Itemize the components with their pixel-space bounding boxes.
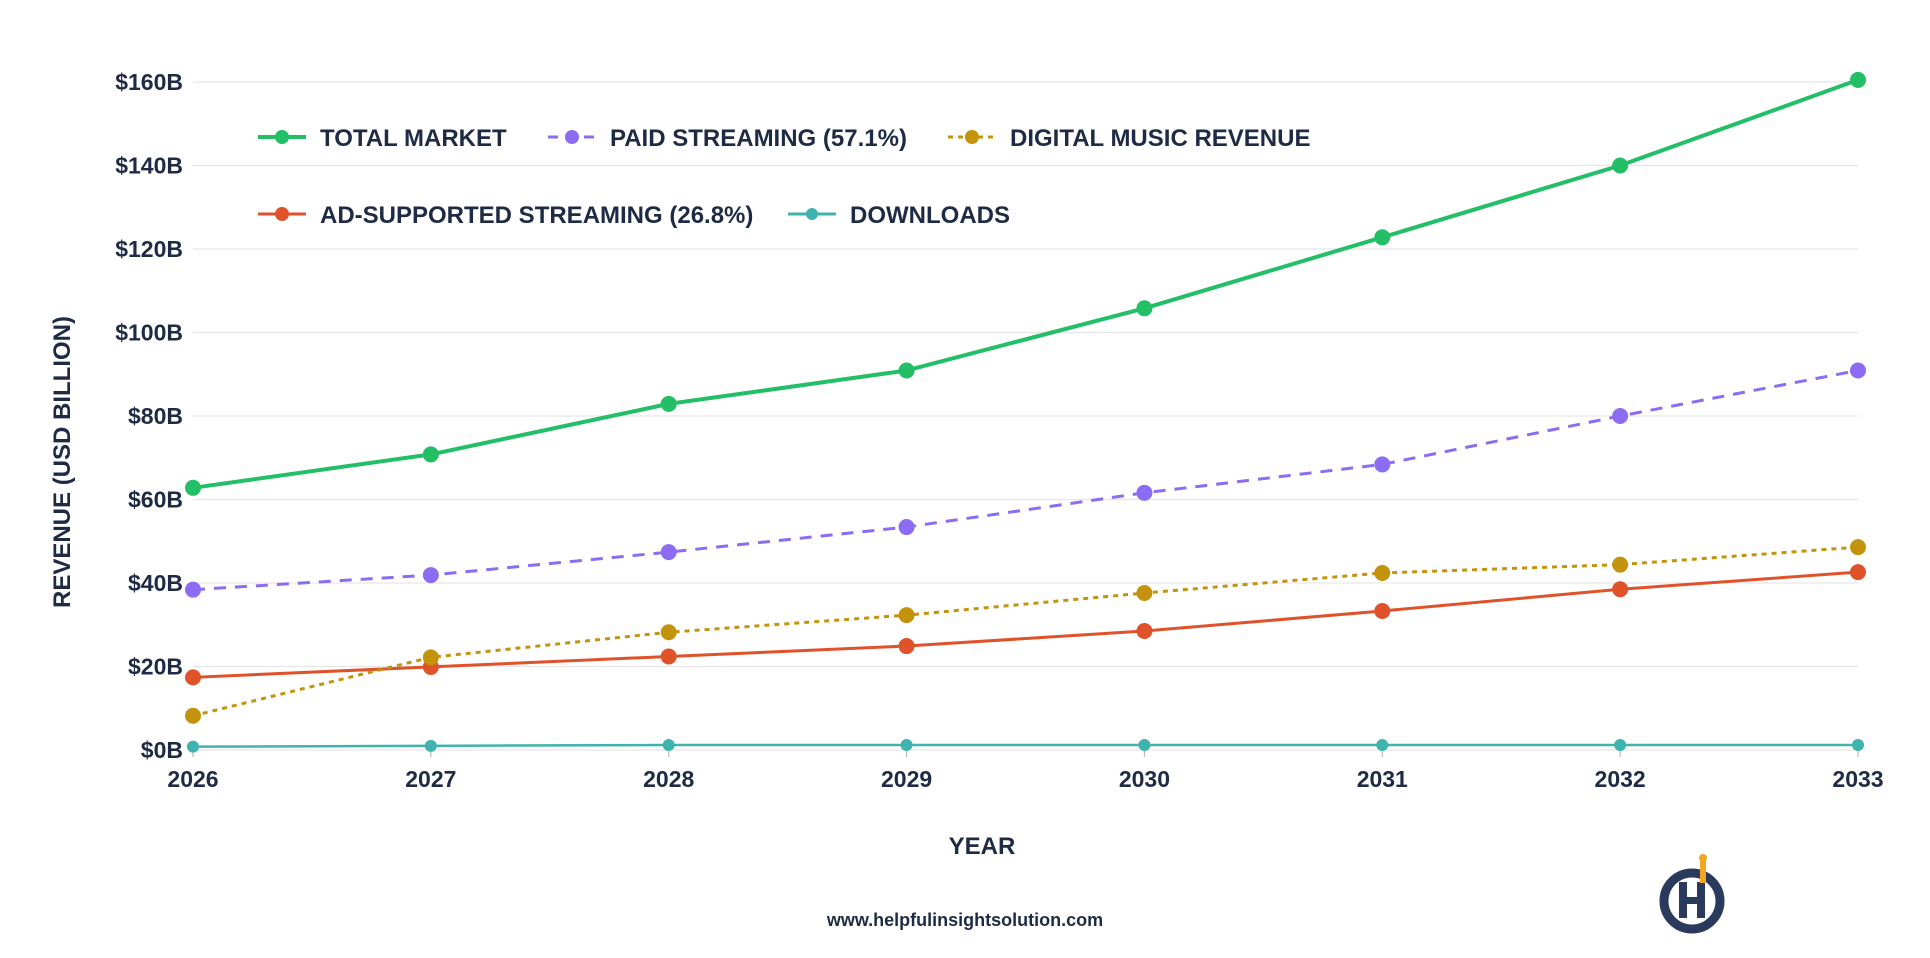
data-point-ad — [660, 648, 677, 665]
data-point-paid — [1136, 484, 1153, 501]
series-lines — [185, 71, 1866, 753]
y-tick-label: $0B — [141, 737, 183, 763]
logo-ring — [1659, 868, 1725, 934]
y-tick-label: $100B — [115, 320, 183, 346]
data-point-downloads — [1852, 738, 1864, 751]
series-digital — [185, 539, 1866, 724]
y-tick-label: $160B — [115, 69, 183, 95]
series-line-downloads — [192, 743, 1858, 748]
data-point-digital — [1136, 585, 1153, 602]
legend-item-downloads: DOWNLOADS — [788, 202, 1010, 229]
x-axis-title: YEAR — [949, 833, 1016, 860]
series-paid — [185, 362, 1866, 598]
data-point-total — [1612, 157, 1629, 174]
data-point-digital — [185, 707, 201, 724]
data-point-ad — [1374, 602, 1391, 619]
data-point-downloads — [1138, 738, 1151, 751]
x-tick-label: 2027 — [405, 766, 456, 792]
data-point-paid — [660, 544, 677, 561]
data-point-downloads — [662, 738, 675, 751]
data-point-paid — [185, 581, 201, 598]
y-axis-ticks: $0B $20B $40B $60B $80B $100B $120B $140B $160B — [115, 69, 183, 763]
x-axis-ticks: 2026 2027 2028 2029 2030 2031 2032 2033 — [167, 750, 1884, 792]
data-point-digital — [898, 607, 915, 624]
data-point-ad — [898, 638, 915, 655]
legend-label: TOTAL MARKET — [320, 125, 507, 152]
x-tick-label: 2029 — [881, 766, 932, 792]
logo-accent-bar — [1700, 861, 1706, 883]
y-tick-label: $140B — [115, 153, 183, 179]
data-point-total — [1136, 300, 1153, 317]
legend-item-digital: DIGITAL MUSIC REVENUE — [948, 125, 1310, 152]
data-point-total — [1374, 229, 1391, 246]
y-tick-label: $80B — [128, 403, 183, 429]
legend-item-total: TOTAL MARKET — [258, 125, 507, 152]
data-point-ad — [1850, 564, 1866, 581]
legend-item-ad: AD-SUPPORTED STREAMING (26.8%) — [258, 202, 753, 229]
legend-item-paid: PAID STREAMING (57.1%) — [548, 125, 907, 152]
data-point-total — [898, 362, 915, 379]
legend-label: DIGITAL MUSIC REVENUE — [1010, 125, 1310, 152]
data-point-total — [660, 395, 677, 412]
data-point-digital — [1374, 564, 1391, 581]
brand-logo — [1659, 854, 1725, 934]
data-point-digital — [1850, 539, 1866, 556]
y-tick-label: $40B — [128, 570, 183, 596]
y-axis-title: REVENUE (USD BILLION) — [49, 316, 76, 608]
series-total — [185, 71, 1866, 496]
y-tick-label: $20B — [128, 654, 183, 680]
x-tick-label: 2028 — [643, 766, 694, 792]
x-tick-label: 2032 — [1595, 766, 1646, 792]
series-line-paid — [192, 369, 1859, 592]
y-tick-label: $120B — [115, 236, 183, 262]
data-point-downloads — [424, 739, 437, 752]
legend-swatch-marker — [275, 130, 289, 144]
x-tick-label: 2030 — [1119, 766, 1170, 792]
legend-swatch-marker — [806, 208, 818, 220]
legend-label: DOWNLOADS — [850, 202, 1010, 229]
data-point-downloads — [1614, 738, 1627, 751]
data-point-ad — [1136, 623, 1153, 640]
data-point-ad — [1612, 581, 1629, 598]
x-tick-label: 2033 — [1832, 766, 1883, 792]
data-point-downloads — [1376, 738, 1389, 751]
legend: TOTAL MARKET PAID STREAMING (57.1%) DIGITA… — [258, 125, 1310, 229]
y-tick-label: $60B — [128, 487, 183, 513]
series-downloads — [187, 738, 1864, 753]
data-point-total — [1850, 71, 1866, 88]
x-tick-label: 2031 — [1357, 766, 1408, 792]
data-point-paid — [1612, 408, 1629, 424]
data-point-paid — [422, 567, 439, 584]
series-line-digital — [192, 545, 1859, 718]
gridlines — [193, 81, 1858, 751]
legend-swatch-marker — [965, 130, 979, 144]
footer-url: www.helpfulinsightsolution.com — [826, 910, 1104, 930]
data-point-ad — [185, 669, 201, 686]
series-line-ad — [192, 570, 1859, 679]
legend-swatch-marker — [565, 130, 579, 144]
data-point-digital — [422, 649, 439, 666]
legend-swatch-marker — [275, 207, 289, 221]
series-line-total — [192, 78, 1859, 490]
data-point-downloads — [187, 740, 199, 753]
series-ad — [185, 564, 1866, 686]
data-point-paid — [1374, 456, 1391, 473]
data-point-digital — [1612, 556, 1629, 573]
data-point-paid — [898, 519, 915, 536]
data-point-downloads — [900, 738, 913, 751]
logo-accent-dot — [1699, 854, 1707, 862]
logo-h-bar — [1679, 897, 1705, 904]
data-point-paid — [1850, 362, 1866, 379]
data-point-total — [422, 446, 439, 463]
data-point-digital — [660, 624, 677, 641]
x-tick-label: 2026 — [167, 766, 218, 792]
data-point-total — [185, 479, 201, 496]
legend-label: PAID STREAMING (57.1%) — [610, 125, 907, 152]
legend-label: AD-SUPPORTED STREAMING (26.8%) — [320, 202, 753, 229]
